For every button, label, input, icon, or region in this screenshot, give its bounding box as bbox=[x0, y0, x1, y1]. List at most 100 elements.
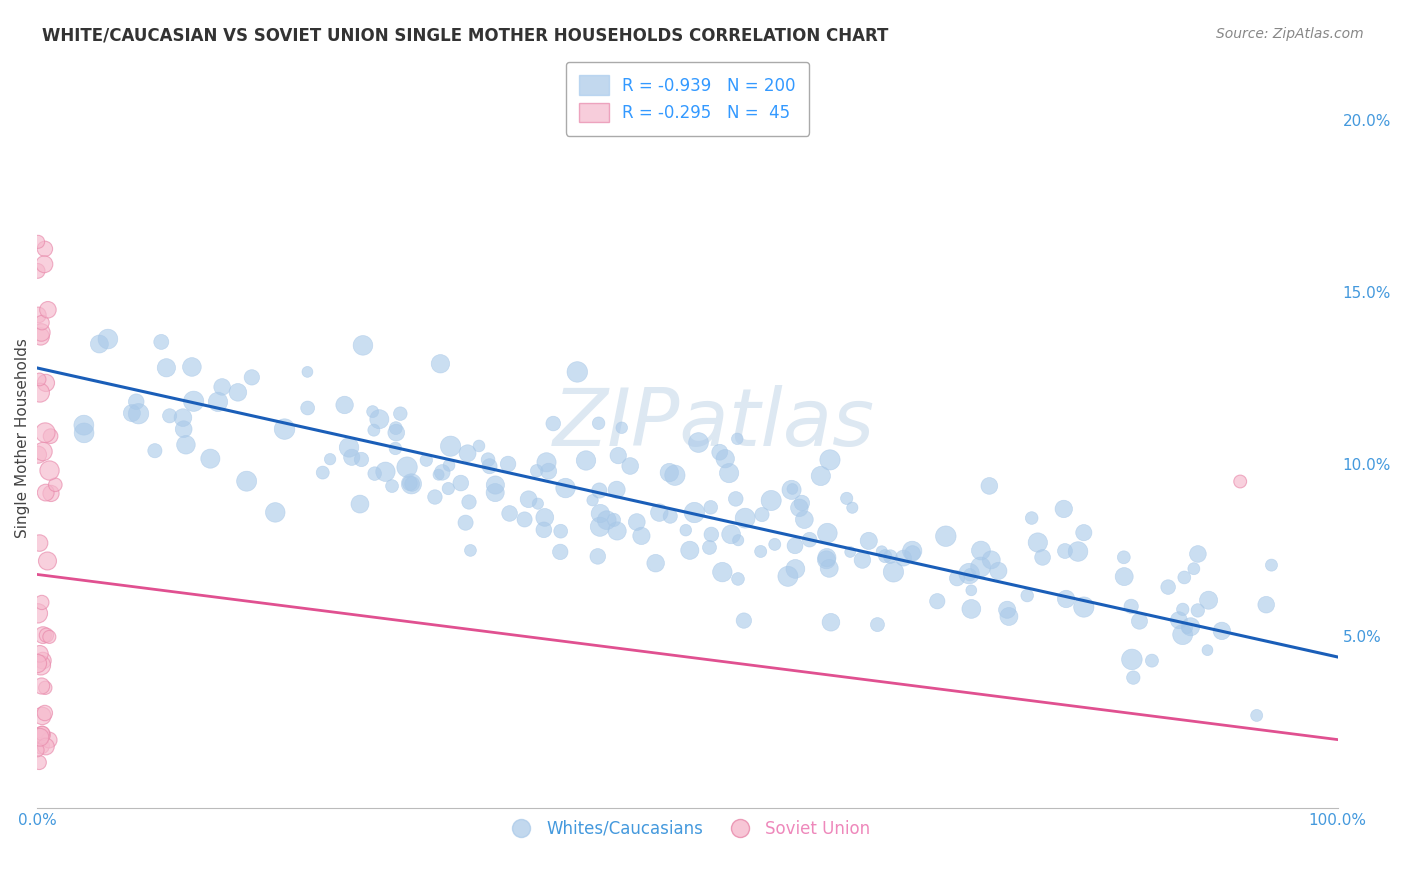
Point bbox=[172, 410, 194, 425]
Point bbox=[970, 543, 993, 558]
Point bbox=[1026, 535, 1049, 549]
Point bbox=[815, 526, 838, 541]
Point bbox=[1175, 621, 1198, 635]
Point bbox=[450, 476, 472, 491]
Point bbox=[264, 505, 287, 519]
Point bbox=[1256, 598, 1278, 612]
Point bbox=[548, 545, 571, 559]
Point bbox=[368, 412, 391, 426]
Point bbox=[841, 500, 863, 515]
Point bbox=[28, 731, 51, 745]
Point bbox=[1021, 511, 1043, 525]
Point bbox=[37, 554, 59, 568]
Point bbox=[866, 617, 889, 632]
Point bbox=[536, 455, 558, 469]
Point bbox=[1073, 600, 1095, 615]
Point bbox=[724, 491, 747, 506]
Point bbox=[893, 551, 915, 566]
Point bbox=[619, 458, 641, 473]
Point bbox=[533, 510, 555, 524]
Point bbox=[38, 463, 60, 477]
Point bbox=[333, 398, 356, 412]
Point bbox=[28, 372, 51, 386]
Point bbox=[820, 615, 842, 630]
Point bbox=[513, 512, 536, 526]
Point bbox=[423, 490, 446, 504]
Point bbox=[987, 564, 1010, 578]
Point bbox=[664, 468, 686, 483]
Point bbox=[1114, 569, 1136, 583]
Point bbox=[31, 654, 53, 668]
Point bbox=[589, 507, 612, 521]
Point bbox=[581, 493, 603, 508]
Point bbox=[1073, 525, 1095, 540]
Point bbox=[957, 566, 980, 581]
Point bbox=[709, 445, 731, 459]
Point bbox=[554, 481, 576, 495]
Point bbox=[935, 529, 957, 543]
Point bbox=[31, 679, 53, 693]
Point bbox=[567, 365, 589, 379]
Point bbox=[818, 453, 841, 467]
Point bbox=[875, 549, 897, 563]
Point bbox=[1157, 580, 1180, 594]
Point bbox=[541, 417, 564, 431]
Point bbox=[699, 541, 721, 555]
Point bbox=[815, 553, 838, 567]
Point bbox=[363, 467, 385, 481]
Point bbox=[790, 496, 813, 510]
Point bbox=[1198, 593, 1220, 607]
Point bbox=[1167, 613, 1189, 627]
Point bbox=[297, 365, 319, 379]
Point bbox=[89, 337, 111, 351]
Point bbox=[31, 728, 53, 742]
Point bbox=[606, 524, 628, 538]
Point bbox=[630, 529, 652, 543]
Point bbox=[155, 360, 177, 375]
Point bbox=[381, 479, 404, 493]
Point bbox=[533, 523, 555, 537]
Point bbox=[979, 479, 1001, 493]
Point bbox=[537, 464, 560, 478]
Point bbox=[385, 425, 408, 440]
Point bbox=[396, 460, 419, 475]
Point bbox=[437, 482, 460, 496]
Point bbox=[39, 429, 62, 443]
Point bbox=[150, 334, 173, 349]
Point bbox=[839, 545, 862, 559]
Point bbox=[35, 739, 58, 754]
Point bbox=[128, 407, 150, 421]
Point bbox=[27, 235, 49, 249]
Point bbox=[468, 439, 491, 453]
Point bbox=[783, 539, 806, 553]
Legend: Whites/Caucasians, Soviet Union: Whites/Caucasians, Soviet Union bbox=[498, 814, 877, 845]
Point bbox=[174, 438, 197, 452]
Point bbox=[439, 439, 461, 453]
Point bbox=[733, 614, 755, 628]
Point bbox=[780, 483, 803, 497]
Point bbox=[725, 432, 748, 446]
Point bbox=[648, 506, 671, 520]
Point bbox=[683, 506, 706, 520]
Point bbox=[437, 458, 460, 473]
Point bbox=[1187, 603, 1209, 617]
Point bbox=[588, 483, 610, 498]
Point bbox=[1211, 624, 1233, 638]
Point bbox=[596, 513, 619, 527]
Point bbox=[960, 602, 983, 616]
Point bbox=[901, 546, 924, 560]
Text: ZIPatlas: ZIPatlas bbox=[553, 384, 875, 463]
Point bbox=[793, 513, 815, 527]
Point bbox=[575, 453, 598, 467]
Point bbox=[30, 658, 52, 673]
Point bbox=[273, 422, 295, 436]
Point bbox=[700, 527, 723, 541]
Point bbox=[34, 706, 56, 720]
Point bbox=[173, 422, 195, 436]
Point bbox=[34, 257, 56, 271]
Point bbox=[226, 385, 249, 400]
Point bbox=[432, 466, 454, 480]
Point bbox=[31, 709, 53, 723]
Point bbox=[1140, 654, 1163, 668]
Point bbox=[484, 478, 506, 492]
